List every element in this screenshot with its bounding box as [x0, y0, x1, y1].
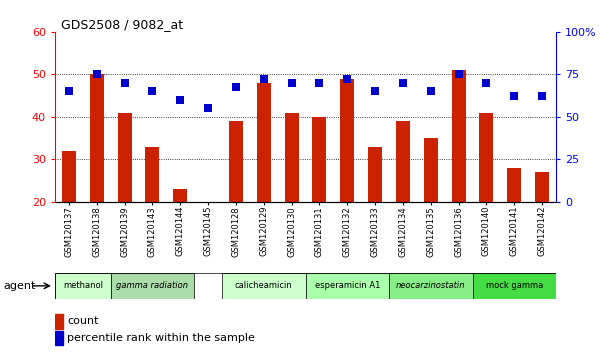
- Bar: [222, 273, 306, 299]
- Bar: [480, 113, 494, 202]
- Bar: [507, 168, 521, 202]
- Bar: [111, 273, 194, 299]
- Bar: [340, 79, 354, 202]
- Bar: [229, 121, 243, 202]
- Text: calicheamicin: calicheamicin: [235, 281, 293, 290]
- Bar: [306, 273, 389, 299]
- Point: [64, 88, 74, 94]
- Bar: [55, 331, 62, 345]
- Bar: [396, 121, 410, 202]
- Point: [231, 84, 241, 90]
- Point: [259, 76, 269, 81]
- Point: [481, 80, 491, 86]
- Point: [426, 88, 436, 94]
- Bar: [257, 83, 271, 202]
- Point: [537, 93, 547, 98]
- Bar: [389, 273, 472, 299]
- Text: neocarzinostatin: neocarzinostatin: [396, 281, 466, 290]
- Bar: [62, 151, 76, 202]
- Point: [92, 72, 101, 77]
- Bar: [174, 189, 187, 202]
- Point: [120, 80, 130, 86]
- Point: [147, 88, 157, 94]
- Bar: [285, 113, 299, 202]
- Text: GDS2508 / 9082_at: GDS2508 / 9082_at: [61, 18, 183, 31]
- Bar: [472, 273, 556, 299]
- Text: methanol: methanol: [63, 281, 103, 290]
- Point: [315, 80, 324, 86]
- Bar: [90, 74, 104, 202]
- Bar: [424, 138, 437, 202]
- Point: [398, 80, 408, 86]
- Bar: [368, 147, 382, 202]
- Text: mock gamma: mock gamma: [486, 281, 543, 290]
- Bar: [55, 273, 111, 299]
- Bar: [145, 147, 159, 202]
- Point: [203, 105, 213, 111]
- Bar: [55, 314, 62, 329]
- Bar: [452, 70, 466, 202]
- Bar: [535, 172, 549, 202]
- Bar: [312, 117, 326, 202]
- Point: [175, 97, 185, 103]
- Text: agent: agent: [3, 281, 35, 291]
- Point: [287, 80, 296, 86]
- Bar: [117, 113, 131, 202]
- Point: [342, 76, 352, 81]
- Text: percentile rank within the sample: percentile rank within the sample: [67, 333, 255, 343]
- Text: gamma radiation: gamma radiation: [117, 281, 188, 290]
- Text: esperamicin A1: esperamicin A1: [315, 281, 380, 290]
- Point: [370, 88, 380, 94]
- Point: [454, 72, 464, 77]
- Point: [510, 93, 519, 98]
- Text: count: count: [67, 316, 98, 326]
